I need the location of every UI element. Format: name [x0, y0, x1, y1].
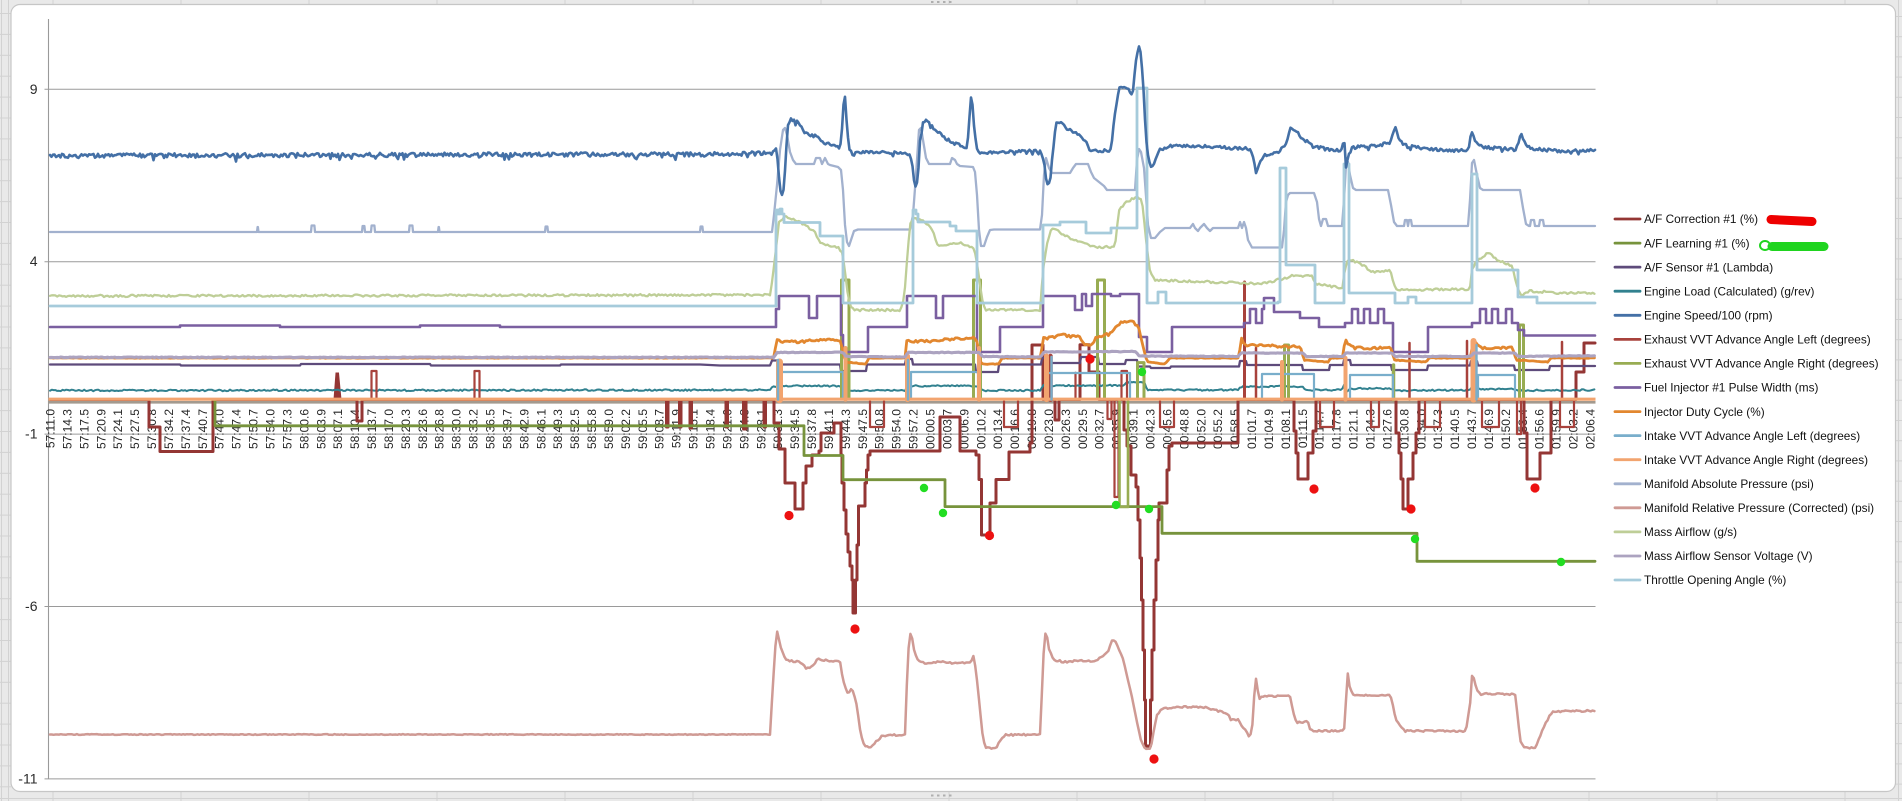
svg-text:01:30.8: 01:30.8: [1397, 409, 1411, 449]
svg-text:58:55.8: 58:55.8: [585, 409, 599, 449]
svg-text:57:14.3: 57:14.3: [60, 409, 74, 449]
svg-text:57:54.0: 57:54.0: [264, 409, 278, 449]
svg-text:01:46.9: 01:46.9: [1482, 409, 1496, 449]
svg-text:00:39.1: 00:39.1: [1127, 409, 1141, 449]
svg-text:01:17.8: 01:17.8: [1330, 409, 1344, 449]
svg-text:58:30.0: 58:30.0: [450, 409, 464, 449]
svg-text:01:27.6: 01:27.6: [1380, 409, 1394, 449]
svg-text:58:07.1: 58:07.1: [331, 409, 345, 449]
svg-text:58:03.9: 58:03.9: [314, 409, 328, 449]
svg-text:Manifold Relative Pressure (Co: Manifold Relative Pressure (Corrected) (…: [1644, 501, 1874, 515]
svg-text:00:03.7: 00:03.7: [940, 409, 954, 449]
svg-text:57:34.2: 57:34.2: [162, 409, 176, 449]
svg-text:59:08.7: 59:08.7: [653, 409, 667, 449]
svg-text:00:42.3: 00:42.3: [1144, 409, 1158, 449]
svg-text:A/F Sensor #1 (Lambda): A/F Sensor #1 (Lambda): [1644, 260, 1773, 274]
svg-text:58:46.1: 58:46.1: [534, 409, 548, 449]
svg-text:59:05.5: 59:05.5: [636, 409, 650, 449]
svg-text:01:24.3: 01:24.3: [1364, 409, 1378, 449]
svg-text:58:42.9: 58:42.9: [517, 409, 531, 449]
svg-text:58:49.3: 58:49.3: [551, 409, 565, 449]
svg-text:58:20.3: 58:20.3: [399, 409, 413, 449]
svg-text:01:04.9: 01:04.9: [1262, 409, 1276, 449]
svg-text:00:00.5: 00:00.5: [924, 409, 938, 449]
svg-text:59:54.0: 59:54.0: [890, 409, 904, 449]
svg-text:Injector Duty Cycle (%): Injector Duty Cycle (%): [1644, 405, 1765, 419]
svg-text:00:52.0: 00:52.0: [1194, 409, 1208, 449]
svg-text:57:50.7: 57:50.7: [247, 409, 261, 449]
svg-text:01:21.1: 01:21.1: [1347, 409, 1361, 449]
svg-text:00:10.2: 00:10.2: [974, 409, 988, 449]
svg-text:Throttle Opening Angle (%): Throttle Opening Angle (%): [1644, 573, 1786, 587]
svg-text:01:56.6: 01:56.6: [1533, 409, 1547, 449]
svg-text:59:34.5: 59:34.5: [788, 409, 802, 449]
svg-text:4: 4: [30, 253, 38, 269]
svg-text:58:26.8: 58:26.8: [433, 409, 447, 449]
svg-text:A/F Learning #1 (%): A/F Learning #1 (%): [1644, 236, 1750, 250]
svg-text:02:03.2: 02:03.2: [1567, 409, 1581, 449]
svg-text:01:01.7: 01:01.7: [1245, 409, 1259, 449]
svg-text:-6: -6: [25, 598, 38, 614]
svg-text:57:37.4: 57:37.4: [179, 409, 193, 449]
svg-text:58:59.0: 58:59.0: [602, 409, 616, 449]
svg-text:59:47.5: 59:47.5: [856, 409, 870, 449]
svg-text:59:18.4: 59:18.4: [704, 409, 718, 449]
svg-text:02:06.4: 02:06.4: [1584, 409, 1598, 449]
svg-text:Engine Speed/100 (rpm): Engine Speed/100 (rpm): [1644, 309, 1773, 323]
svg-text:57:47.4: 57:47.4: [230, 409, 244, 449]
svg-text:00:16.6: 00:16.6: [1008, 409, 1022, 449]
svg-text:Engine Load (Calculated) (g/re: Engine Load (Calculated) (g/rev): [1644, 284, 1815, 298]
svg-text:01:43.7: 01:43.7: [1465, 409, 1479, 449]
svg-text:01:08.1: 01:08.1: [1279, 409, 1293, 449]
svg-text:00:32.7: 00:32.7: [1093, 409, 1107, 449]
svg-text:58:10.4: 58:10.4: [348, 409, 362, 449]
svg-text:01:50.2: 01:50.2: [1499, 409, 1513, 449]
svg-text:Manifold Absolute Pressure (ps: Manifold Absolute Pressure (psi): [1644, 477, 1814, 491]
svg-text:01:37.3: 01:37.3: [1431, 409, 1445, 449]
svg-text:57:27.5: 57:27.5: [128, 409, 142, 449]
svg-text:58:00.6: 58:00.6: [297, 409, 311, 449]
svg-text:00:23.0: 00:23.0: [1042, 409, 1056, 449]
svg-text:57:30.8: 57:30.8: [145, 409, 159, 449]
svg-text:58:17.0: 58:17.0: [382, 409, 396, 449]
svg-text:00:29.5: 00:29.5: [1076, 409, 1090, 449]
svg-text:00:48.8: 00:48.8: [1177, 409, 1191, 449]
svg-text:59:21.6: 59:21.6: [720, 409, 734, 449]
svg-text:59:02.2: 59:02.2: [619, 409, 633, 449]
svg-text:58:39.7: 58:39.7: [500, 409, 514, 449]
svg-text:00:55.2: 00:55.2: [1211, 409, 1225, 449]
svg-text:57:24.1: 57:24.1: [111, 409, 125, 449]
svg-text:Exhaust VVT Advance Angle Left: Exhaust VVT Advance Angle Left (degrees): [1644, 333, 1871, 347]
svg-text:58:33.2: 58:33.2: [467, 409, 481, 449]
svg-text:57:57.3: 57:57.3: [280, 409, 294, 449]
svg-text:-11: -11: [18, 770, 37, 786]
svg-text:00:45.6: 00:45.6: [1160, 409, 1174, 449]
svg-text:59:57.2: 59:57.2: [907, 409, 921, 449]
svg-text:Intake VVT Advance Angle Left: Intake VVT Advance Angle Left (degrees): [1644, 429, 1860, 443]
svg-text:00:26.3: 00:26.3: [1059, 409, 1073, 449]
svg-text:58:36.5: 58:36.5: [484, 409, 498, 449]
svg-text:01:11.5: 01:11.5: [1296, 409, 1310, 448]
svg-text:59:41.1: 59:41.1: [822, 409, 836, 449]
svg-text:57:20.9: 57:20.9: [94, 409, 108, 449]
svg-text:58:13.7: 58:13.7: [365, 409, 379, 449]
svg-text:Intake VVT Advance Angle Right: Intake VVT Advance Angle Right (degrees): [1644, 453, 1868, 467]
svg-text:Mass Airflow (g/s): Mass Airflow (g/s): [1644, 525, 1737, 539]
svg-text:57:11.0: 57:11.0: [44, 409, 58, 448]
svg-text:57:40.7: 57:40.7: [196, 409, 210, 449]
svg-text:59:37.8: 59:37.8: [805, 409, 819, 449]
svg-text:A/F Correction #1 (%): A/F Correction #1 (%): [1644, 212, 1758, 226]
svg-text:-1: -1: [25, 426, 38, 442]
svg-text:01:40.5: 01:40.5: [1448, 409, 1462, 449]
svg-text:Exhaust VVT Advance Angle Righ: Exhaust VVT Advance Angle Right (degrees…: [1644, 357, 1879, 371]
svg-text:58:52.5: 58:52.5: [568, 409, 582, 449]
svg-text:00:13.4: 00:13.4: [991, 409, 1005, 449]
svg-text:Fuel Injector #1 Pulse Width (: Fuel Injector #1 Pulse Width (ms): [1644, 381, 1818, 395]
svg-text:Mass Airflow Sensor Voltage (V: Mass Airflow Sensor Voltage (V): [1644, 549, 1813, 563]
svg-text:9: 9: [30, 81, 38, 97]
svg-text:57:17.5: 57:17.5: [77, 409, 91, 449]
svg-text:58:23.6: 58:23.6: [416, 409, 430, 449]
